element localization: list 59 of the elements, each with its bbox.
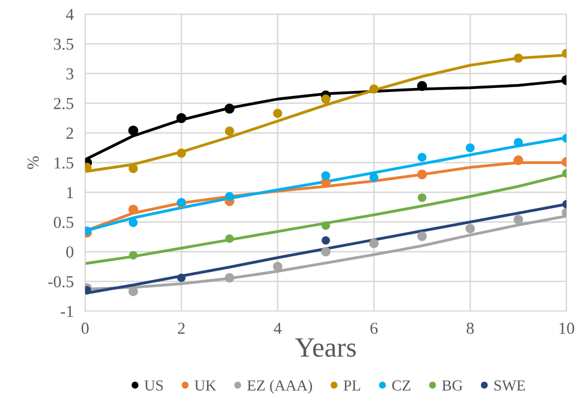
legend-label: UK xyxy=(194,380,216,391)
point xyxy=(514,54,523,63)
point xyxy=(418,193,426,202)
x-tick-label: 10 xyxy=(560,322,574,334)
y-tick-label: 0 xyxy=(66,246,74,258)
y-tick-label: 2.5 xyxy=(54,98,74,110)
point xyxy=(224,273,234,283)
point xyxy=(321,221,330,230)
x-axis-title: Years xyxy=(295,338,356,357)
point xyxy=(321,246,330,256)
y-tick-label: 2 xyxy=(66,128,74,139)
point xyxy=(513,155,524,166)
point xyxy=(128,204,138,214)
point xyxy=(369,84,378,94)
point xyxy=(514,214,524,224)
point xyxy=(176,113,186,124)
point xyxy=(418,152,426,162)
point xyxy=(128,218,138,228)
point xyxy=(128,126,138,136)
legend-label: BG xyxy=(442,380,462,391)
point xyxy=(321,94,330,104)
point xyxy=(272,262,282,272)
legend-label: EZ (AAA) xyxy=(247,380,312,394)
point xyxy=(321,171,330,180)
point xyxy=(176,148,186,158)
legend-label: SWE xyxy=(494,380,525,391)
point xyxy=(466,143,475,152)
point xyxy=(322,236,330,245)
x-tick-label: 6 xyxy=(370,322,378,334)
y-tick-label: 1.5 xyxy=(54,157,74,169)
point xyxy=(417,81,428,91)
x-tick-label: 0 xyxy=(82,322,89,334)
x-tick-label: 4 xyxy=(274,322,282,334)
point xyxy=(369,238,379,248)
point xyxy=(224,104,234,114)
x-tick-label: 8 xyxy=(466,322,474,334)
point xyxy=(273,108,282,118)
point xyxy=(128,164,138,174)
legend-label: US xyxy=(144,380,163,391)
point xyxy=(369,173,378,182)
point xyxy=(177,274,186,282)
y-tick-label: 1 xyxy=(67,187,74,198)
y-tick-label: -0.5 xyxy=(48,276,74,288)
legend-label: CZ xyxy=(392,380,410,391)
point xyxy=(417,232,427,241)
point xyxy=(224,126,234,136)
y-axis-title: % xyxy=(27,156,39,169)
point xyxy=(225,192,234,201)
y-tick-label: -1 xyxy=(60,306,74,317)
point xyxy=(225,234,234,243)
y-tick-label: 0.5 xyxy=(54,216,74,228)
legend-label: PL xyxy=(344,380,360,390)
x-tick-label: 2 xyxy=(178,322,185,334)
point xyxy=(128,250,138,260)
point xyxy=(417,170,427,180)
y-tick-label: 4 xyxy=(66,8,74,20)
y-tick-label: 3 xyxy=(66,68,74,80)
point xyxy=(465,224,475,234)
y-tick-label: 3.5 xyxy=(54,38,74,50)
